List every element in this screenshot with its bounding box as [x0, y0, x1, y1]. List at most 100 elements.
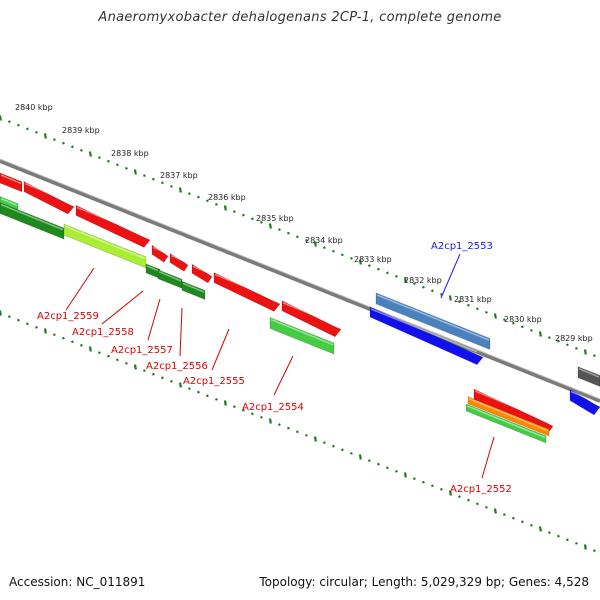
- gene-callouts[interactable]: A2cp1_2553 A2cp1_2559 A2cp1_2558 A2cp1_2557…: [37, 241, 512, 495]
- gene-feature[interactable]: [0, 202, 65, 240]
- gene-label[interactable]: A2cp1_2555: [183, 376, 245, 387]
- outer-tick: [106, 159, 110, 163]
- outer-tick: [583, 349, 587, 355]
- outer-tick: [295, 235, 299, 239]
- outer-tick: [223, 205, 227, 211]
- gene-feature[interactable]: [375, 292, 491, 350]
- gene-label[interactable]: A2cp1_2557: [111, 345, 173, 356]
- outer-tick: [538, 331, 542, 337]
- outer-tick: [79, 148, 83, 152]
- gene-feature[interactable]: [467, 396, 550, 437]
- gene-feature[interactable]: [269, 317, 335, 355]
- inner-tick: [466, 498, 470, 502]
- scale-label: 2839 kbp: [62, 126, 100, 135]
- inner-tick: [7, 315, 11, 319]
- inner-tick: [232, 405, 236, 409]
- inner-tick: [448, 490, 452, 496]
- callout-leader-line: [147, 298, 161, 341]
- outer-tick: [34, 130, 38, 134]
- scale-label: 2831 kbp: [454, 295, 492, 304]
- outer-tick: [160, 181, 164, 185]
- gene-callout-a2cp1_2553[interactable]: A2cp1_2553: [431, 241, 493, 299]
- outer-tick: [43, 133, 47, 139]
- callout-leader-line: [273, 355, 294, 396]
- outer-tick: [457, 300, 461, 304]
- inner-tick: [376, 462, 380, 466]
- gene-feature[interactable]: [191, 263, 213, 284]
- gene-feature[interactable]: [181, 280, 206, 300]
- gene-label[interactable]: A2cp1_2558: [72, 327, 134, 338]
- inner-tick: [412, 477, 416, 481]
- inner-tick: [106, 354, 110, 358]
- gene-feature[interactable]: [369, 306, 484, 365]
- outer-tick: [232, 210, 236, 214]
- outer-tick: [502, 318, 506, 322]
- outer-tick: [520, 325, 524, 329]
- scale-label: 2832 kbp: [404, 276, 442, 285]
- outer-tick: [475, 307, 479, 311]
- outer-tick: [421, 285, 425, 289]
- gene-label[interactable]: A2cp1_2556: [146, 361, 208, 372]
- outer-tick: [376, 267, 380, 271]
- gene-feature[interactable]: [151, 244, 169, 263]
- inner-tick: [286, 426, 290, 430]
- inner-tick: [538, 526, 542, 532]
- gene-feature[interactable]: [169, 252, 189, 272]
- inner-tick: [70, 340, 74, 344]
- scale-label: 2830 kbp: [504, 315, 542, 324]
- gene-feature[interactable]: [577, 366, 600, 387]
- gene-callout-a2cp1_2554[interactable]: A2cp1_2554: [242, 355, 304, 413]
- outer-tick: [52, 138, 56, 142]
- gene-feature[interactable]: [0, 172, 23, 193]
- gene-callout-a2cp1_2559[interactable]: A2cp1_2559: [37, 267, 99, 322]
- gene-callout-a2cp1_2556[interactable]: A2cp1_2556: [146, 307, 208, 372]
- outer-tick: [358, 259, 362, 265]
- callout-leader-line: [179, 307, 183, 357]
- gene-feature[interactable]: [281, 300, 342, 338]
- inner-tick: [583, 544, 587, 550]
- inner-tick: [367, 459, 371, 463]
- inner-tick: [358, 454, 362, 460]
- gene-feature[interactable]: [75, 204, 151, 248]
- inner-tick: [268, 418, 272, 424]
- scale-label: 2840 kbp: [15, 103, 53, 112]
- inner-tick: [574, 541, 578, 545]
- accession-text: Accession: NC_011891: [9, 575, 146, 589]
- outer-tick: [133, 169, 137, 175]
- gene-callout-a2cp1_2555[interactable]: A2cp1_2555: [183, 328, 245, 387]
- scale-label: 2837 kbp: [160, 171, 198, 180]
- tick-marks: [0, 115, 596, 553]
- outer-tick: [7, 120, 11, 124]
- inner-tick: [97, 351, 101, 355]
- gene-feature[interactable]: [157, 269, 183, 289]
- outer-tick: [0, 115, 2, 121]
- inner-tick: [304, 433, 308, 437]
- gene-callout-a2cp1_2558[interactable]: A2cp1_2558: [72, 290, 144, 338]
- inner-tick: [223, 400, 227, 406]
- outer-tick: [313, 241, 317, 247]
- gene-features[interactable]: [0, 172, 600, 444]
- gene-feature[interactable]: [23, 181, 75, 215]
- gene-label[interactable]: A2cp1_2553: [431, 241, 493, 252]
- gene-label[interactable]: A2cp1_2559: [37, 311, 99, 322]
- outer-tick: [439, 292, 443, 296]
- genome-backbone: [0, 158, 600, 403]
- outer-tick: [304, 238, 308, 242]
- inner-tick: [25, 322, 29, 326]
- inner-tick: [259, 415, 263, 419]
- outer-tick: [187, 192, 191, 196]
- gene-callout-a2cp1_2552[interactable]: A2cp1_2552: [450, 436, 512, 495]
- gene-feature[interactable]: [213, 272, 281, 312]
- gene-label[interactable]: A2cp1_2552: [450, 484, 512, 495]
- backbone-highlight: [0, 158, 600, 400]
- outer-tick: [592, 354, 596, 358]
- inner-tick: [124, 361, 128, 365]
- gene-callout-a2cp1_2557[interactable]: A2cp1_2557: [111, 298, 173, 356]
- inner-tick: [187, 387, 191, 391]
- inner-tick: [520, 520, 524, 524]
- gene-feature[interactable]: [569, 388, 600, 416]
- inner-tick: [79, 343, 83, 347]
- gene-label[interactable]: A2cp1_2554: [242, 402, 304, 413]
- gene-feature[interactable]: [465, 403, 547, 444]
